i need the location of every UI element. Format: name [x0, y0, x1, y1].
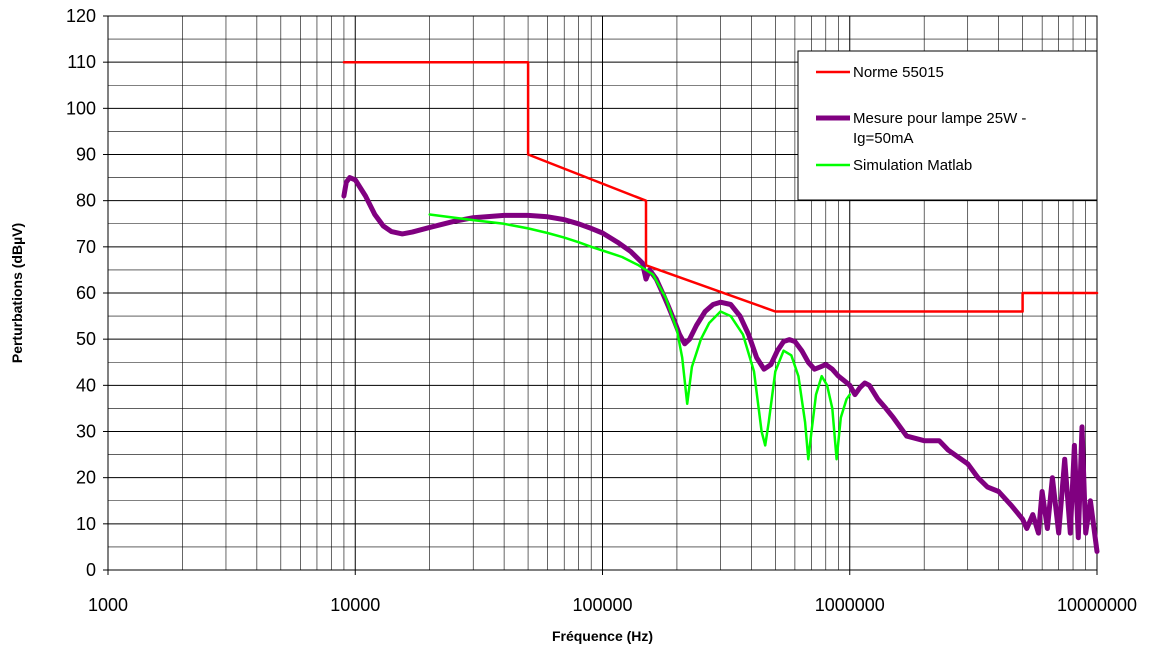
legend-label: Norme 55015 [853, 64, 944, 81]
x-tick-label: 100000 [572, 595, 632, 615]
y-tick-label: 100 [66, 98, 96, 118]
x-tick-label: 1000000 [815, 595, 885, 615]
y-tick-label: 120 [66, 6, 96, 26]
x-tick-label: 10000000 [1057, 595, 1137, 615]
y-tick-label: 30 [76, 422, 96, 442]
series-layer [341, 60, 1100, 554]
y-tick-label: 10 [76, 514, 96, 534]
legend: Norme 55015 Mesure pour lampe 25W - Ig=50m… [797, 50, 1098, 201]
x-axis-label: Fréquence (Hz) [552, 628, 653, 644]
y-axis-label: Perturbations (dBµV) [9, 223, 25, 363]
series-line-2 [341, 175, 1100, 554]
y-tick-label: 0 [86, 560, 96, 580]
y-tick-label: 110 [67, 52, 96, 72]
legend-label: Simulation Matlab [853, 157, 972, 174]
y-tick-label: 90 [76, 145, 96, 165]
legend-label: Mesure pour lampe 25W - [853, 110, 1026, 127]
x-tick-label: 10000 [330, 595, 380, 615]
y-tick-label: 80 [76, 191, 96, 211]
y-tick-label: 40 [76, 375, 96, 395]
legend-label: Ig=50mA [853, 130, 913, 147]
y-tick-label: 60 [76, 283, 96, 303]
legend-box [797, 50, 1098, 201]
y-tick-label: 50 [76, 329, 96, 349]
series-line-3 [428, 213, 852, 461]
x-tick-label: 1000 [88, 595, 128, 615]
y-axis-ticks: 0 10 20 30 40 50 60 70 80 90 100 110 120 [66, 6, 108, 580]
x-axis-ticks: 1000 10000 100000 1000000 10000000 [88, 570, 1137, 615]
y-tick-label: 70 [76, 237, 96, 257]
series-line-1 [342, 60, 1099, 313]
y-tick-label: 20 [76, 468, 96, 488]
